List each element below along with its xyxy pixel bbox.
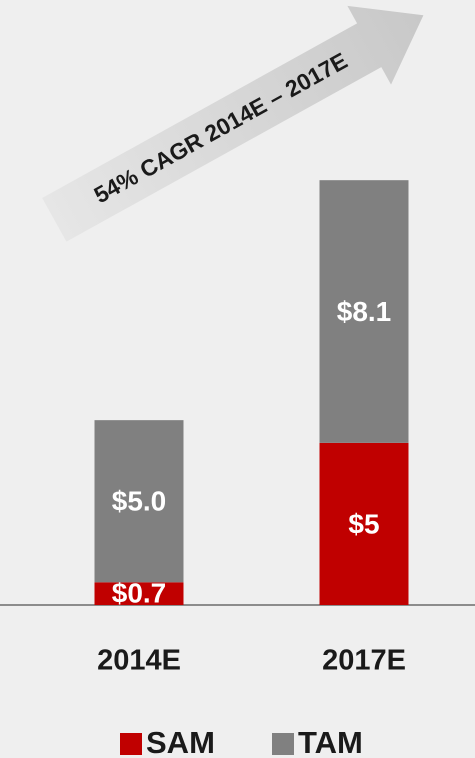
arrow-shape [42,5,424,242]
annotation: 54% CAGR 2014E – 2017E [90,47,352,208]
data-label: $5 [348,508,379,539]
legend-swatch [272,733,294,755]
legend-swatch [120,733,142,755]
bar-segment [319,180,409,443]
bar-segment [319,442,409,605]
legend-label: SAM [146,725,215,758]
bar-segment [94,582,184,605]
bar-segment [94,420,184,583]
data-label: $5.0 [112,486,167,517]
x-tick-label: 2017E [322,645,406,677]
data-label: $8.1 [337,296,392,327]
data-label: $0.7 [112,577,167,608]
x-tick-label: 2014E [97,645,181,677]
legend-label: TAM [298,725,363,758]
